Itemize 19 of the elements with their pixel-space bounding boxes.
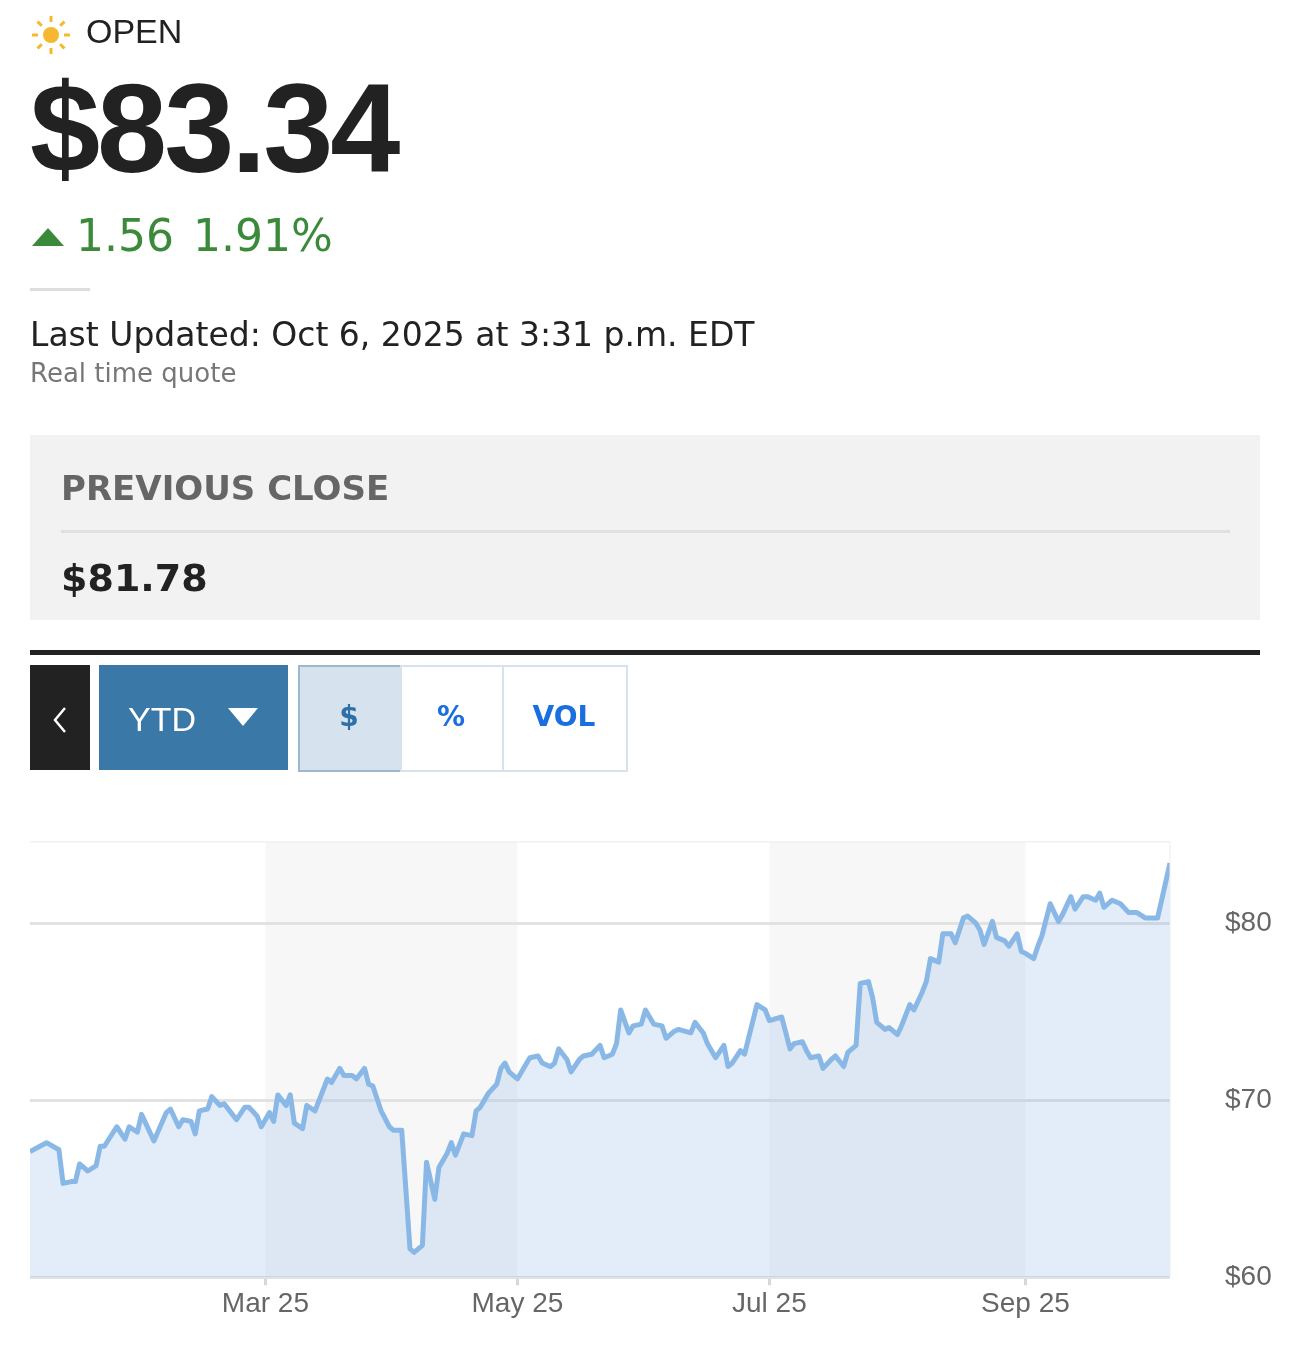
x-tick-label: Sep 25: [981, 1286, 1070, 1318]
text: PREVIOUS CLOSE: [61, 468, 390, 508]
text: VOL: [531, 700, 597, 733]
text: Real time quote: [30, 358, 237, 388]
text: %: [435, 700, 467, 733]
x-tick-label: Jul 25: [731, 1286, 807, 1318]
x-tick-label: May 25: [471, 1286, 564, 1318]
text: OPEN: [86, 12, 183, 51]
text: $: [338, 700, 360, 733]
text: $81.78: [61, 556, 208, 600]
y-tick-label: $80: [1225, 905, 1272, 937]
text: 1.56: [76, 210, 174, 261]
text: 1.91%: [193, 210, 333, 261]
text: YTD: [128, 700, 196, 739]
text: Last Updated: Oct 6, 2025 at 3:31 p.m. EDT: [30, 315, 755, 354]
chart-title: $83.34: [30, 58, 400, 199]
x-tick-label: Mar 25: [221, 1286, 310, 1318]
y-tick-label: $60: [1225, 1259, 1272, 1291]
y-tick-label: $70: [1225, 1082, 1272, 1114]
